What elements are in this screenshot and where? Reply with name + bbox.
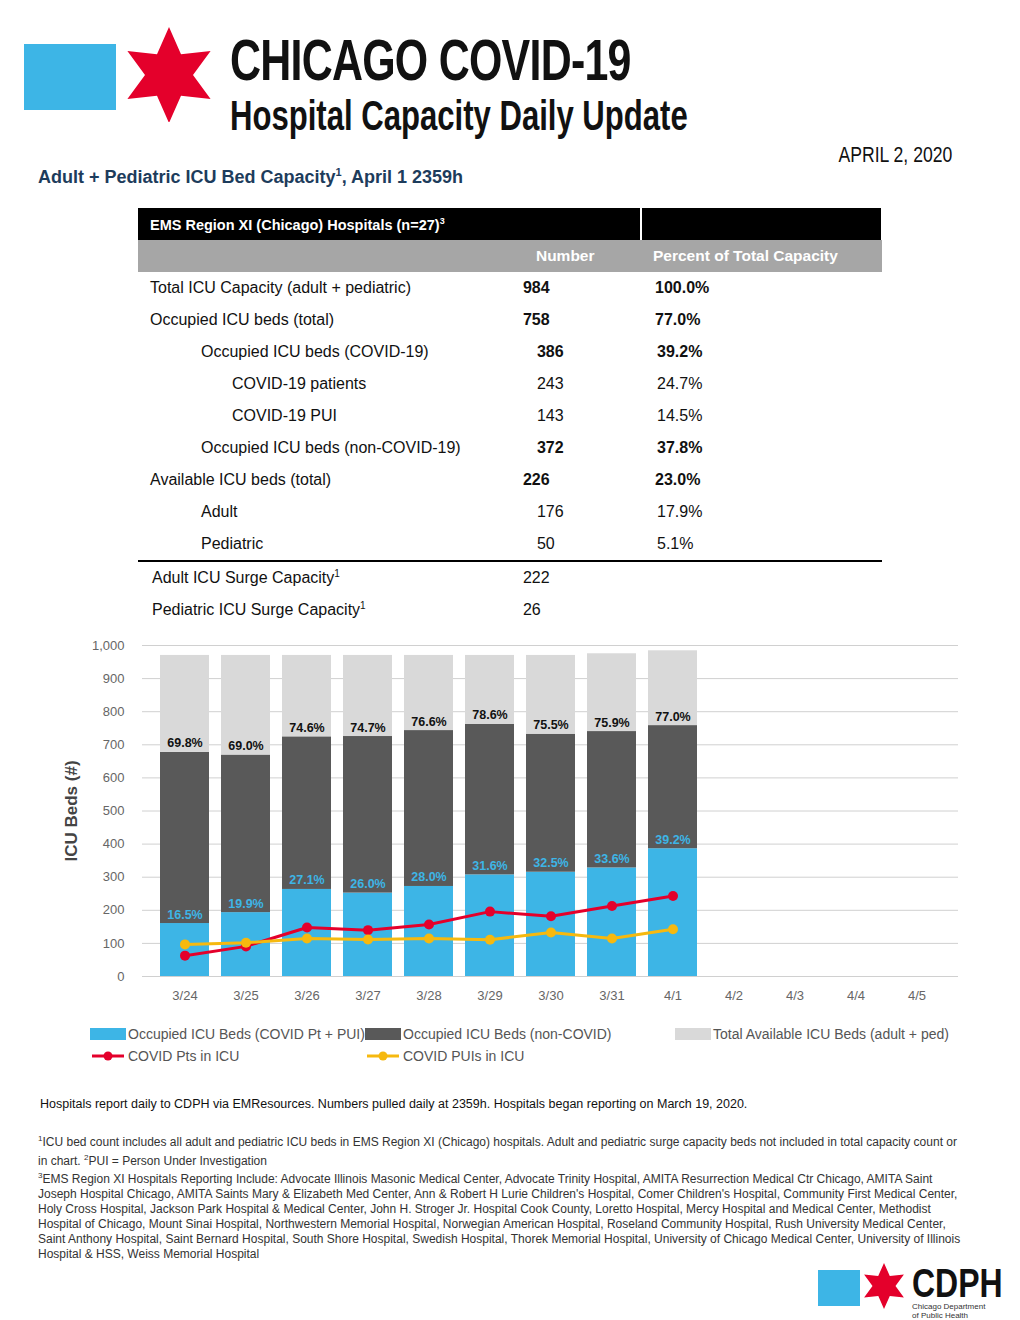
html-text:Adult + Pediatric ICU Bed Capa: Adult + Pediatric ICU Bed Capacity1, Apr… xyxy=(38,166,464,187)
html-text:386: 386 xyxy=(536,343,564,360)
html-text:COVID-19 PUI: COVID-19 PUI xyxy=(232,407,337,424)
html-text:26: 26 xyxy=(522,601,541,618)
svg-text:4/3: 4/3 xyxy=(786,988,804,1003)
html-text:CDPH: CDPH xyxy=(912,1261,1003,1305)
svg-text:3/31: 3/31 xyxy=(599,988,624,1003)
svg-text:4/1: 4/1 xyxy=(664,988,682,1003)
html-text:23.0%: 23.0% xyxy=(655,471,701,488)
html-text:143: 143 xyxy=(536,407,564,424)
svg-text:3/28: 3/28 xyxy=(416,988,441,1003)
html-text:CHICAGO COVID-19: CHICAGO COVID-19 xyxy=(230,27,631,92)
svg-text:28.0%: 28.0% xyxy=(411,870,446,884)
svg-text:0: 0 xyxy=(117,969,124,984)
html-text:1ICU bed count includes all ad: 1ICU bed count includes all adult and pe… xyxy=(38,1134,957,1168)
svg-text:3/26: 3/26 xyxy=(294,988,319,1003)
html-text:226: 226 xyxy=(522,471,550,488)
svg-text:33.6%: 33.6% xyxy=(594,852,629,866)
html-text:Total Available ICU Beds (adul: Total Available ICU Beds (adult + ped) xyxy=(713,1026,949,1042)
svg-text:800: 800 xyxy=(103,704,125,719)
html-text:Pediatric: Pediatric xyxy=(201,535,264,552)
svg-text:4/4: 4/4 xyxy=(847,988,865,1003)
svg-text:3/24: 3/24 xyxy=(172,988,197,1003)
html-text:Hospitals report daily to CDPH: Hospitals report daily to CDPH via EMRes… xyxy=(40,1097,748,1111)
svg-text:39.2%: 39.2% xyxy=(655,833,690,847)
html-text:Adult ICU Surge Capacity1: Adult ICU Surge Capacity1 xyxy=(152,568,340,587)
svg-text:ICU Beds (#): ICU Beds (#) xyxy=(62,760,81,861)
svg-text:3/30: 3/30 xyxy=(538,988,563,1003)
html-text:EMS Region XI (Chicago) Hospit: EMS Region XI (Chicago) Hospitals (n=27)… xyxy=(150,215,445,233)
html-text:Number: Number xyxy=(535,247,595,264)
html-text:3EMS Region XI Hospitals Repor: 3EMS Region XI Hospitals Reporting Inclu… xyxy=(38,1171,961,1261)
html-text:758: 758 xyxy=(522,311,550,328)
svg-text:76.6%: 76.6% xyxy=(411,715,446,729)
svg-text:77.0%: 77.0% xyxy=(655,710,690,724)
html-text:Pediatric ICU Surge Capacity1: Pediatric ICU Surge Capacity1 xyxy=(152,600,366,619)
svg-text:78.6%: 78.6% xyxy=(472,708,507,722)
svg-text:400: 400 xyxy=(103,836,125,851)
html-text:100.0%: 100.0% xyxy=(655,279,710,296)
html-text:Occupied ICU beds (COVID-19): Occupied ICU beds (COVID-19) xyxy=(201,343,429,360)
html-text:APRIL 2, 2020: APRIL 2, 2020 xyxy=(838,142,952,167)
svg-text:69.0%: 69.0% xyxy=(228,739,263,753)
html-text:Percent of Total Capacity: Percent of Total Capacity xyxy=(653,247,838,264)
svg-text:1,000: 1,000 xyxy=(92,638,125,653)
html-text:5.1%: 5.1% xyxy=(657,535,694,552)
html-text:Total ICU Capacity (adult + pe: Total ICU Capacity (adult + pediatric) xyxy=(150,279,411,296)
html-text:Occupied ICU beds (total): Occupied ICU beds (total) xyxy=(150,311,335,328)
svg-text:75.5%: 75.5% xyxy=(533,718,568,732)
html-text:COVID-19 patients: COVID-19 patients xyxy=(232,375,367,392)
svg-text:16.5%: 16.5% xyxy=(167,908,202,922)
svg-text:3/25: 3/25 xyxy=(233,988,258,1003)
svg-text:27.1%: 27.1% xyxy=(289,873,324,887)
html-text:COVID Pts in ICU: COVID Pts in ICU xyxy=(128,1048,240,1064)
html-text:243: 243 xyxy=(536,375,564,392)
svg-text:32.5%: 32.5% xyxy=(533,856,568,870)
html-text:222: 222 xyxy=(522,569,550,586)
svg-text:700: 700 xyxy=(103,737,125,752)
svg-text:200: 200 xyxy=(103,902,125,917)
html-text:Hospital Capacity Daily Update: Hospital Capacity Daily Update xyxy=(230,92,688,139)
html-text:Available ICU beds (total): Available ICU beds (total) xyxy=(150,471,332,488)
html-text:Chicago Department: Chicago Department xyxy=(912,1302,986,1311)
html-text:of Public Health: of Public Health xyxy=(912,1311,968,1320)
svg-text:31.6%: 31.6% xyxy=(472,859,507,873)
svg-text:75.9%: 75.9% xyxy=(594,716,629,730)
svg-text:4/2: 4/2 xyxy=(725,988,743,1003)
html-text:Occupied ICU Beds (non-COVID): Occupied ICU Beds (non-COVID) xyxy=(403,1026,612,1042)
svg-text:300: 300 xyxy=(103,869,125,884)
html-text:Adult: Adult xyxy=(201,503,238,520)
html-text:24.7%: 24.7% xyxy=(657,375,703,392)
svg-text:69.8%: 69.8% xyxy=(167,736,202,750)
svg-text:500: 500 xyxy=(103,803,125,818)
svg-text:900: 900 xyxy=(103,671,125,686)
svg-text:74.7%: 74.7% xyxy=(350,721,385,735)
svg-text:3/29: 3/29 xyxy=(477,988,502,1003)
html-text:Occupied ICU Beds (COVID Pt +: Occupied ICU Beds (COVID Pt + PUI) xyxy=(128,1026,365,1042)
html-text:176: 176 xyxy=(536,503,564,520)
svg-text:4/5: 4/5 xyxy=(908,988,926,1003)
html-text:50: 50 xyxy=(536,535,555,552)
svg-text:3/27: 3/27 xyxy=(355,988,380,1003)
html-text:17.9%: 17.9% xyxy=(657,503,703,520)
html-text:984: 984 xyxy=(522,279,550,296)
svg-text:74.6%: 74.6% xyxy=(289,721,324,735)
html-text:COVID PUIs in ICU: COVID PUIs in ICU xyxy=(403,1048,525,1064)
html-text:14.5%: 14.5% xyxy=(657,407,703,424)
html-text:372: 372 xyxy=(536,439,564,456)
svg-text:600: 600 xyxy=(103,770,125,785)
svg-text:26.0%: 26.0% xyxy=(350,877,385,891)
html-text:37.8%: 37.8% xyxy=(657,439,703,456)
svg-text:19.9%: 19.9% xyxy=(228,897,263,911)
html-text:39.2%: 39.2% xyxy=(657,343,703,360)
html-text:Occupied ICU beds (non-COVID-1: Occupied ICU beds (non-COVID-19) xyxy=(201,439,461,456)
svg-text:100: 100 xyxy=(103,936,125,951)
html-text:77.0%: 77.0% xyxy=(655,311,701,328)
